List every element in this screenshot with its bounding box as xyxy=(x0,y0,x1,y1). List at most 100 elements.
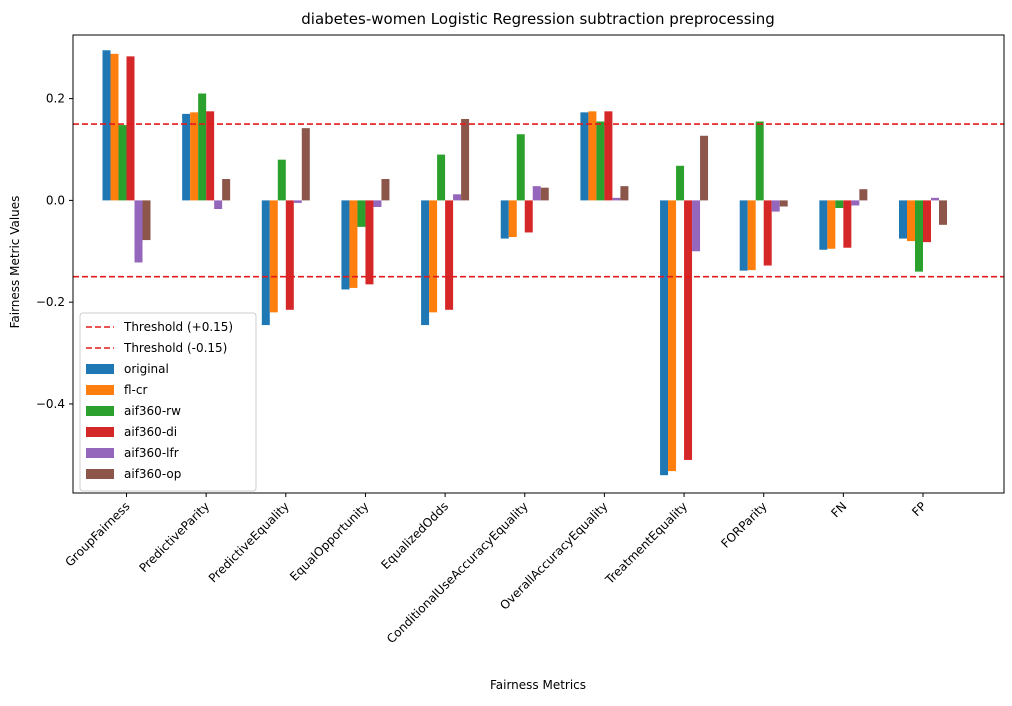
legend: Threshold (+0.15) Threshold (-0.15) origin… xyxy=(79,312,257,492)
bar-aif360-rw-PredictiveEquality xyxy=(277,159,286,201)
bar-original-EqualOpportunity xyxy=(341,200,350,290)
x-tick-label: FN xyxy=(828,499,849,520)
bar-aif360-di-PredictiveParity xyxy=(206,111,215,201)
bar-original-FORParity xyxy=(739,200,748,271)
legend-swatch-aif360-di xyxy=(86,427,114,437)
bar-fl-cr-EqualizedOdds xyxy=(429,200,438,313)
bar-fl-cr-OverallAccuracyEquality xyxy=(588,111,597,201)
legend-label: fl-cr xyxy=(124,383,147,397)
bar-fl-cr-PredictiveParity xyxy=(190,112,199,201)
y-tick-label: 0.0 xyxy=(46,193,65,207)
bar-aif360-rw-EqualizedOdds xyxy=(437,154,446,201)
bar-original-PredictiveEquality xyxy=(261,200,270,326)
legend-swatch-aif360-op xyxy=(86,469,114,479)
bar-original-GroupFairness xyxy=(102,50,111,201)
bar-original-FN xyxy=(819,200,828,250)
bar-fl-cr-FN xyxy=(827,200,836,249)
legend-label: aif360-rw xyxy=(124,404,181,418)
bar-aif360-lfr-ConditionalUseAccuracyEquality xyxy=(532,186,541,201)
bar-aif360-op-PredictiveParity xyxy=(222,179,231,201)
bar-aif360-di-PredictiveEquality xyxy=(285,200,294,310)
bar-aif360-op-PredictiveEquality xyxy=(301,128,310,201)
bar-aif360-lfr-GroupFairness xyxy=(134,200,143,263)
bar-aif360-op-TreatmentEquality xyxy=(700,135,709,201)
x-tick-label: FP xyxy=(909,499,929,519)
bar-aif360-lfr-PredictiveEquality xyxy=(293,200,302,203)
y-tick-label: −0.4 xyxy=(36,397,65,411)
bar-aif360-op-FORParity xyxy=(779,200,788,207)
bar-aif360-lfr-FP xyxy=(931,197,939,201)
legend-swatch-original xyxy=(86,364,114,374)
bar-aif360-op-OverallAccuracyEquality xyxy=(620,186,629,201)
legend-swatch-aif360-lfr xyxy=(86,448,114,458)
bar-aif360-di-ConditionalUseAccuracyEquality xyxy=(524,200,533,233)
bar-aif360-lfr-FORParity xyxy=(771,200,780,212)
bar-fl-cr-FORParity xyxy=(747,200,756,271)
bar-aif360-rw-GroupFairness xyxy=(118,125,127,201)
y-tick-label: 0.2 xyxy=(46,92,65,106)
chart-title: diabetes-women Logistic Regression subtr… xyxy=(301,10,774,28)
bar-aif360-rw-TreatmentEquality xyxy=(676,165,685,201)
bar-original-PredictiveParity xyxy=(182,113,191,201)
legend-label: aif360-di xyxy=(124,425,177,439)
bar-aif360-rw-ConditionalUseAccuracyEquality xyxy=(516,134,525,201)
bar-original-OverallAccuracyEquality xyxy=(580,112,589,201)
bar-aif360-lfr-FN xyxy=(851,200,860,206)
threshold-lines xyxy=(73,123,1004,278)
bar-fl-cr-EqualOpportunity xyxy=(349,200,358,288)
bar-aif360-di-TreatmentEquality xyxy=(684,200,693,460)
x-tick-label: ConditionalUseAccuracyEquality xyxy=(384,499,531,646)
bar-original-FP xyxy=(899,200,907,239)
x-tick-label: FORParity xyxy=(718,499,769,550)
legend-label: Threshold (-0.15) xyxy=(123,341,227,355)
plot-frame xyxy=(72,34,1005,494)
bar-aif360-di-OverallAccuracyEquality xyxy=(604,111,613,201)
x-tick-label: PredictiveParity xyxy=(136,499,212,575)
bar-aif360-di-EqualOpportunity xyxy=(365,200,374,285)
x-tick-label: GroupFairness xyxy=(62,499,132,569)
bar-aif360-op-GroupFairness xyxy=(142,200,151,241)
legend-label: aif360-lfr xyxy=(124,446,179,460)
legend-label: Threshold (+0.15) xyxy=(123,320,233,334)
x-tick-label: TreatmentEquality xyxy=(602,499,690,587)
bar-original-ConditionalUseAccuracyEquality xyxy=(500,200,509,239)
bar-fl-cr-ConditionalUseAccuracyEquality xyxy=(508,200,517,238)
bar-aif360-op-FP xyxy=(939,200,947,225)
bar-aif360-di-FN xyxy=(843,200,852,248)
legend-label: aif360-op xyxy=(124,467,181,481)
y-axis-label: Fairness Metric Values xyxy=(8,196,22,329)
bar-aif360-rw-PredictiveParity xyxy=(198,93,207,201)
bar-fl-cr-GroupFairness xyxy=(110,53,119,201)
bar-aif360-op-EqualOpportunity xyxy=(381,179,390,201)
bar-aif360-di-FP xyxy=(923,200,931,243)
bars-layer xyxy=(102,50,947,476)
bar-aif360-rw-OverallAccuracyEquality xyxy=(596,121,605,201)
bar-aif360-lfr-TreatmentEquality xyxy=(692,200,701,252)
bar-aif360-op-EqualizedOdds xyxy=(461,118,470,201)
x-tick-label: PredictiveEquality xyxy=(206,499,292,585)
x-axis-label: Fairness Metrics xyxy=(490,678,586,692)
bar-aif360-lfr-OverallAccuracyEquality xyxy=(612,197,621,201)
bar-aif360-lfr-PredictiveParity xyxy=(214,200,223,210)
legend-swatch-aif360-rw xyxy=(86,406,114,416)
bar-aif360-rw-FN xyxy=(835,200,844,209)
y-tick-label: −0.2 xyxy=(36,295,65,309)
bar-aif360-rw-FORParity xyxy=(755,121,764,201)
bar-fl-cr-FP xyxy=(907,200,915,242)
legend-box xyxy=(79,312,257,492)
legend-label: original xyxy=(124,362,169,376)
x-tick-label: EqualizedOdds xyxy=(378,499,451,572)
bar-aif360-di-FORParity xyxy=(763,200,772,266)
bar-aif360-di-EqualizedOdds xyxy=(445,200,454,310)
bar-aif360-rw-EqualOpportunity xyxy=(357,200,366,227)
x-tick-label: EqualOpportunity xyxy=(287,499,372,584)
bar-original-EqualizedOdds xyxy=(421,200,430,326)
legend-swatch-fl-cr xyxy=(86,385,114,395)
bar-fl-cr-TreatmentEquality xyxy=(668,200,677,472)
bar-aif360-lfr-EqualizedOdds xyxy=(453,194,462,201)
bar-aif360-lfr-EqualOpportunity xyxy=(373,200,382,208)
bar-aif360-op-ConditionalUseAccuracyEquality xyxy=(540,187,549,201)
bar-aif360-rw-FP xyxy=(915,200,923,272)
